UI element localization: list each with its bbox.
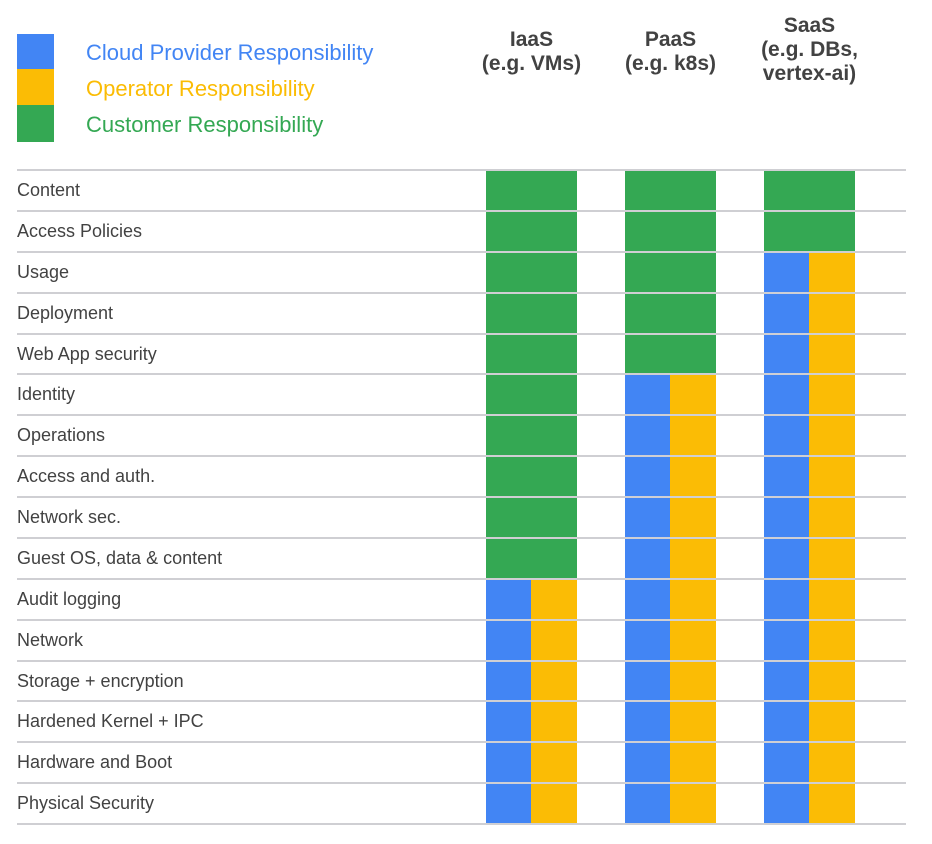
operator-segment <box>670 374 716 824</box>
row-divider <box>17 741 906 744</box>
row-divider <box>17 618 906 621</box>
row-divider <box>17 250 906 253</box>
row-label: Access and auth. <box>17 466 156 487</box>
row-divider <box>17 496 906 498</box>
row-divider <box>17 169 906 171</box>
legend-label-customer: Customer Responsibility <box>86 112 324 137</box>
column-header: IaaS (e.g. VMs) <box>481 28 582 75</box>
customer-segment <box>625 170 716 375</box>
row-label: Physical Security <box>17 793 155 814</box>
row-label: Deployment <box>17 302 114 323</box>
legend-swatch-operator <box>17 69 54 105</box>
column-header: SaaS (e.g. DBs, vertex-ai) <box>761 14 858 85</box>
row-label: Audit logging <box>17 588 122 609</box>
legend-label-provider: Cloud Provider Responsibility <box>86 40 374 65</box>
row-divider <box>17 209 906 212</box>
row-divider <box>17 782 906 785</box>
legend-swatch-customer <box>17 105 54 142</box>
row-label: Hardened Kernel + IPC <box>17 711 204 732</box>
row-divider <box>17 700 906 703</box>
column-header: PaaS (e.g. k8s) <box>624 28 717 75</box>
row-divider <box>17 536 906 539</box>
row-label: Network <box>17 629 84 650</box>
row-divider <box>17 414 906 417</box>
provider-segment <box>625 374 670 824</box>
row-label: Guest OS, data & content <box>17 547 223 568</box>
row-label: Operations <box>17 425 106 446</box>
row-label: Access Policies <box>17 220 143 241</box>
row-label: Network sec. <box>17 507 122 527</box>
row-label: Usage <box>17 261 70 282</box>
row-divider <box>17 332 906 335</box>
row-label: Identity <box>17 384 76 405</box>
row-divider <box>17 291 906 294</box>
row-divider <box>17 823 906 825</box>
legend-swatch-provider <box>17 34 54 69</box>
row-divider <box>17 373 906 376</box>
row-divider <box>17 455 906 458</box>
row-divider <box>17 659 906 662</box>
legend-label-operator: Operator Responsibility <box>86 76 315 101</box>
row-label: Hardware and Boot <box>17 752 173 773</box>
row-label: Storage + encryption <box>17 670 184 691</box>
row-label: Web App security <box>17 343 157 364</box>
row-divider <box>17 577 906 580</box>
row-label: Content <box>17 180 81 200</box>
